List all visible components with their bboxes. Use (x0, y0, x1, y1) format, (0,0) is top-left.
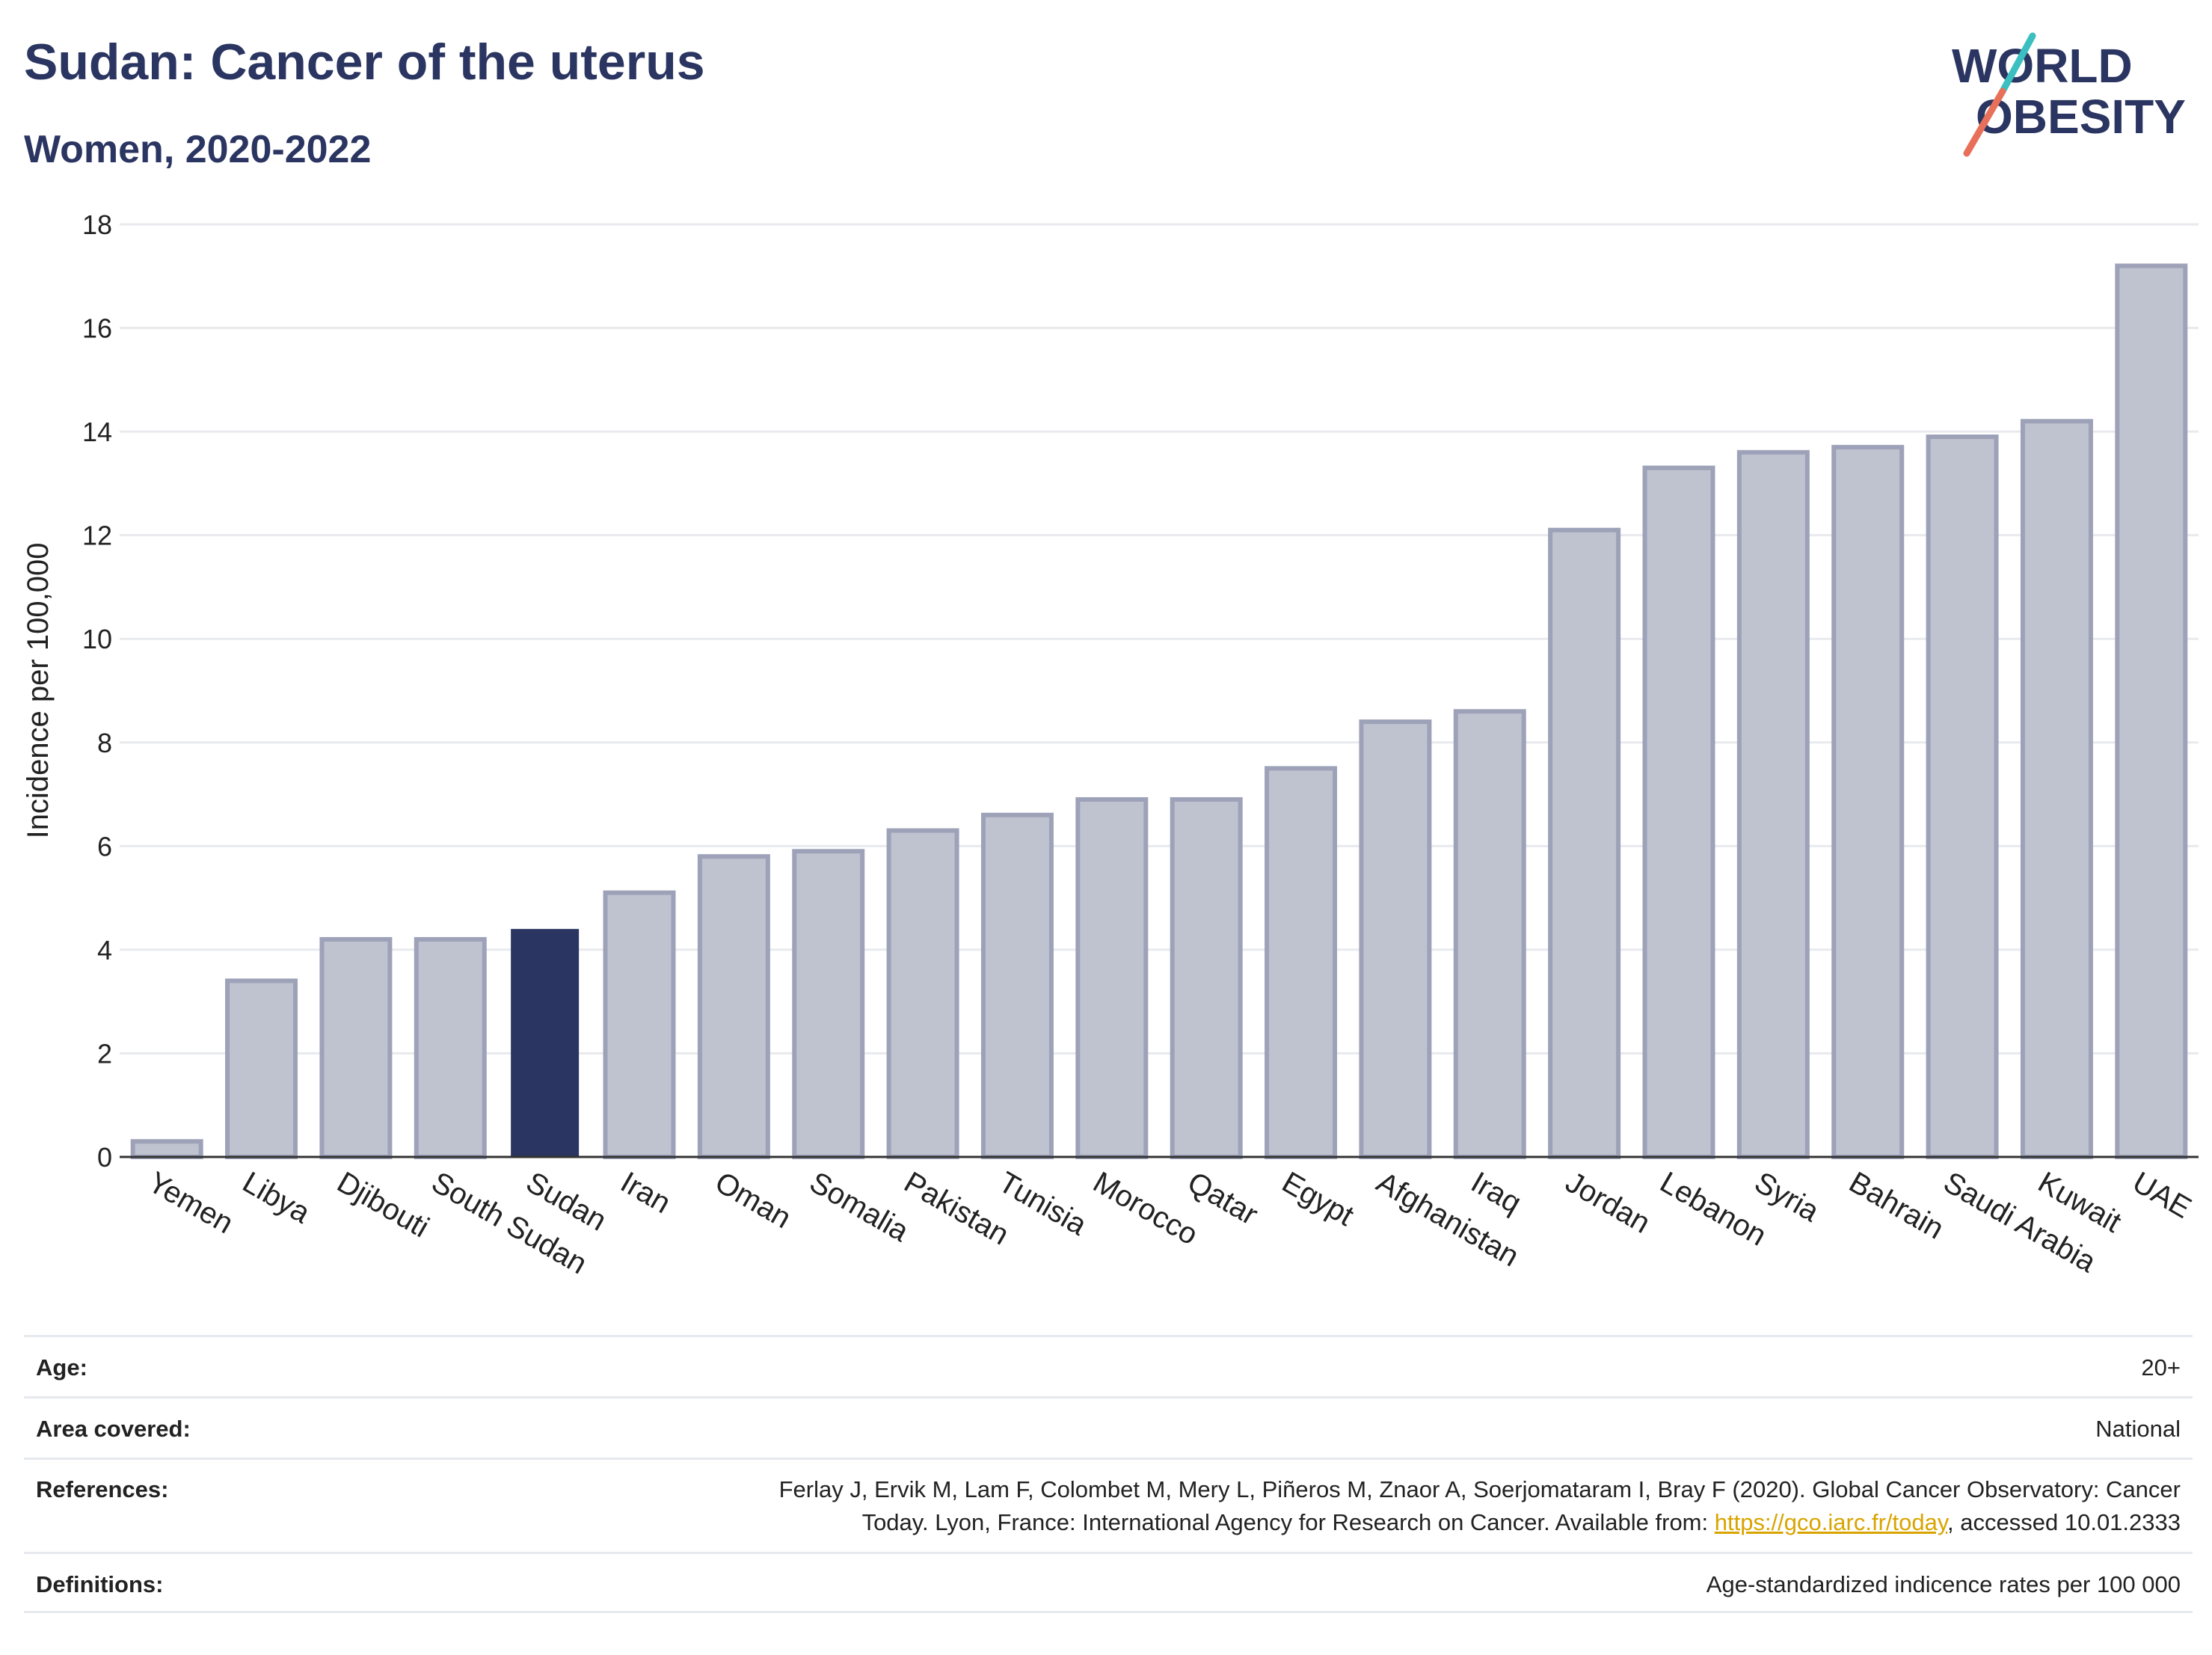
bar-somalia (792, 849, 865, 1159)
bar-djibouti (319, 937, 393, 1159)
world-obesity-logo: WORLD OBESITY (1952, 32, 2186, 157)
bar-egypt (1265, 766, 1338, 1159)
meta-value-area: National (2095, 1416, 2181, 1442)
x-tick-label: Bahrain (1843, 1166, 1949, 1246)
x-tick-label: Egypt (1276, 1166, 1360, 1232)
x-tick-label: Iran (615, 1166, 677, 1220)
meta-label-references: References: (36, 1476, 169, 1502)
bar-south-sudan (414, 937, 487, 1159)
bar-sudan (511, 929, 580, 1157)
x-tick-label: Djibouti (331, 1166, 434, 1244)
x-tick-label: Morocco (1087, 1166, 1203, 1252)
reference-line2-pre: Today. Lyon, France: International Agenc… (861, 1509, 1715, 1535)
x-tick-label: Lebanon (1655, 1166, 1772, 1253)
reference-line1: Ferlay J, Ervik M, Lam F, Colombet M, Me… (778, 1476, 2181, 1502)
y-tick-label: 6 (97, 831, 112, 862)
bar-tunisia (980, 812, 1054, 1159)
x-tick-label: Yemen (143, 1166, 239, 1241)
bar-iran (603, 890, 676, 1160)
chart-title: Sudan: Cancer of the uterus (24, 34, 705, 90)
chart-subtitle: Women, 2020-2022 (24, 128, 372, 171)
y-axis-ticks: 0 2 4 6 8 10 12 14 16 18 (82, 209, 112, 1173)
x-tick-label: Iraq (1466, 1166, 1527, 1220)
y-tick-label: 4 (97, 935, 112, 965)
logo-line1: WORLD (1952, 39, 2133, 93)
y-tick-label: 14 (82, 417, 112, 447)
meta-row-area: Area covered: National (24, 1396, 2193, 1458)
logo-line2: OBESITY (1976, 90, 2186, 144)
bar-syria (1736, 449, 1810, 1160)
reference-line2-post: , accessed 10.01.2333 (1947, 1509, 2181, 1535)
bar-pakistan (886, 828, 959, 1159)
bar-afghanistan (1359, 719, 1432, 1159)
logo-slash-top (1999, 32, 2036, 95)
bar-libya (225, 978, 298, 1160)
meta-label-age: Age: (36, 1354, 87, 1381)
y-tick-label: 8 (97, 728, 112, 758)
y-axis-label: Incidence per 100,000 (22, 543, 55, 839)
bars (130, 263, 2188, 1160)
y-tick-label: 10 (82, 624, 112, 654)
metadata-table: Age: 20+ Area covered: National Referenc… (24, 1335, 2193, 1613)
bar-jordan (1548, 527, 1621, 1159)
y-tick-label: 18 (82, 209, 112, 240)
meta-value-age: 20+ (2141, 1354, 2181, 1381)
y-tick-label: 2 (97, 1038, 112, 1069)
bar-lebanon (1642, 465, 1715, 1160)
meta-label-definitions: Definitions: (36, 1571, 164, 1597)
bar-uae (2115, 263, 2188, 1159)
bar-qatar (1170, 796, 1243, 1159)
meta-row-definitions: Definitions: Age-standardized indicence … (24, 1552, 2193, 1613)
bar-yemen (130, 1139, 203, 1160)
y-tick-label: 12 (82, 521, 112, 551)
x-tick-label: Somalia (804, 1166, 915, 1249)
bar-iraq (1453, 709, 1526, 1159)
bar-saudi-arabia (1926, 435, 1999, 1159)
meta-label-area: Area covered: (36, 1416, 191, 1442)
y-tick-label: 0 (97, 1142, 112, 1173)
x-tick-label: Pakistan (899, 1166, 1015, 1252)
reference-link[interactable]: https://gco.iarc.fr/today (1714, 1509, 1948, 1535)
logo-slash-bottom (1963, 87, 2006, 157)
bar-bahrain (1831, 444, 1905, 1159)
x-tick-label: Oman (710, 1166, 796, 1235)
y-tick-label: 16 (82, 313, 112, 344)
meta-row-references: References: Ferlay J, Ervik M, Lam F, Co… (24, 1458, 2193, 1552)
bar-morocco (1075, 796, 1149, 1159)
x-tick-label: UAE (2127, 1166, 2196, 1225)
bar-kuwait (2020, 419, 2093, 1159)
x-tick-label: Libya (237, 1166, 316, 1230)
meta-row-age: Age: 20+ (24, 1335, 2193, 1396)
meta-value-definitions: Age-standardized indicence rates per 100… (1706, 1571, 2181, 1597)
meta-value-references: Ferlay J, Ervik M, Lam F, Colombet M, Me… (779, 1473, 2181, 1539)
x-tick-label: Jordan (1560, 1166, 1656, 1240)
bar-oman (697, 854, 770, 1159)
